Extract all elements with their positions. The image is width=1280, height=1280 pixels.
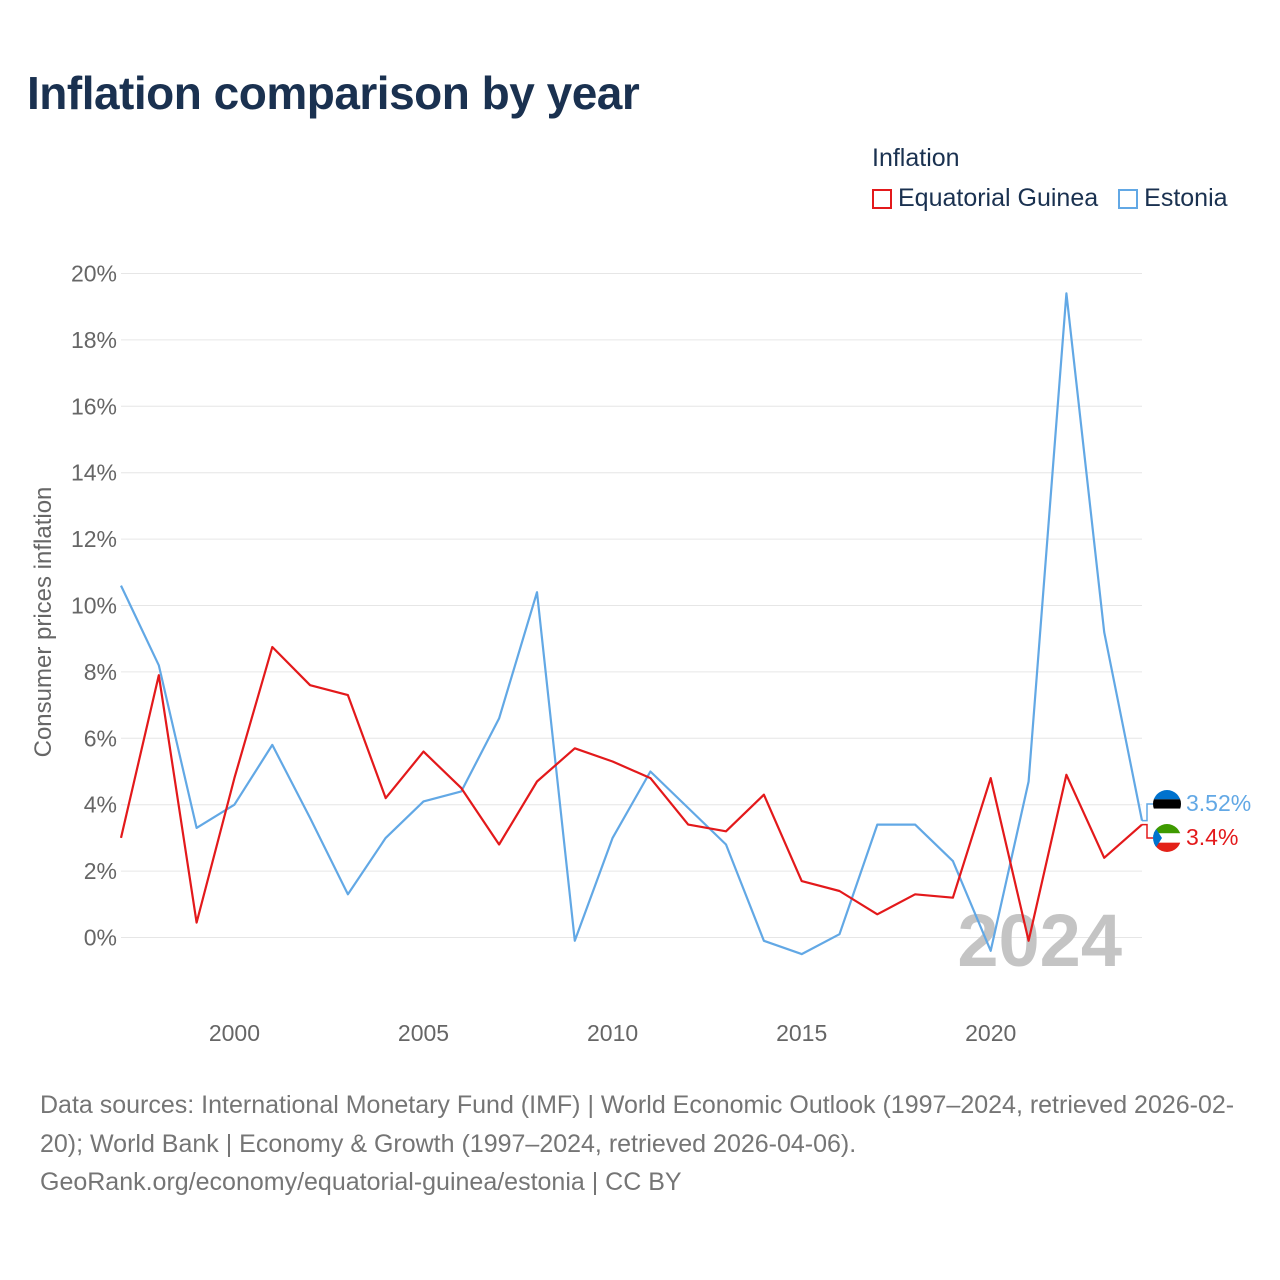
- data-sources: Data sources: International Monetary Fun…: [40, 1091, 1235, 1158]
- y-tick-label: 8%: [84, 659, 117, 685]
- y-axis-label: Consumer prices inflation: [30, 487, 57, 758]
- series-lines: [119, 292, 1144, 956]
- end-label-equatorial-guinea: 3.4%: [1186, 824, 1238, 850]
- y-tick-label: 12%: [71, 526, 117, 552]
- grid-lines: [121, 273, 1142, 938]
- end-connector: [1142, 803, 1153, 822]
- y-tick-label: 14%: [71, 460, 117, 486]
- legend-swatch-estonia: [1118, 188, 1139, 209]
- y-tick-label: 2%: [84, 858, 117, 884]
- y-axis-ticks: 0% 2% 4% 6% 8% 10% 12% 14% 16% 18% 20%: [71, 261, 117, 951]
- source-link[interactable]: GeoRank.org/economy/equatorial-guinea/es…: [40, 1168, 682, 1196]
- end-markers: [1142, 790, 1181, 852]
- chart-title: Inflation comparison by year: [27, 67, 640, 119]
- y-tick-label: 0%: [84, 925, 117, 951]
- equatorial-guinea-flag-icon: [1153, 824, 1181, 852]
- y-tick-label: 16%: [71, 393, 117, 419]
- y-tick-label: 10%: [71, 593, 117, 619]
- footer: Data sources: International Monetary Fun…: [40, 1086, 1245, 1202]
- y-tick-label: 4%: [84, 792, 117, 818]
- series-line-equatorial-guinea[interactable]: [119, 645, 1143, 942]
- x-tick-label: 2010: [587, 1020, 638, 1046]
- y-tick-label: 6%: [84, 725, 117, 751]
- legend-item-equatorial-guinea[interactable]: Equatorial Guinea: [872, 184, 1098, 213]
- y-tick-label: 20%: [71, 261, 117, 287]
- x-tick-label: 2015: [776, 1020, 827, 1046]
- legend-label-equatorial-guinea: Equatorial Guinea: [898, 184, 1099, 212]
- legend-item-estonia[interactable]: Estonia: [1118, 184, 1228, 213]
- x-tick-label: 2000: [209, 1020, 260, 1046]
- x-tick-label: 2020: [965, 1020, 1016, 1046]
- x-axis-ticks: 2000 2005 2010 2015 2020: [209, 1020, 1016, 1046]
- end-connector: [1142, 823, 1153, 839]
- year-watermark: 2024: [957, 899, 1122, 982]
- legend-swatch-equatorial-guinea: [872, 188, 892, 209]
- legend-title: Inflation: [872, 144, 960, 172]
- series-line-estonia[interactable]: [120, 292, 1144, 956]
- estonia-flag-icon: [1153, 790, 1181, 818]
- legend: Equatorial Guinea Estonia: [872, 184, 1228, 213]
- legend-label-estonia: Estonia: [1144, 184, 1228, 212]
- x-tick-label: 2005: [398, 1020, 449, 1046]
- y-tick-label: 18%: [71, 327, 117, 353]
- end-label-estonia: 3.52%: [1186, 790, 1251, 816]
